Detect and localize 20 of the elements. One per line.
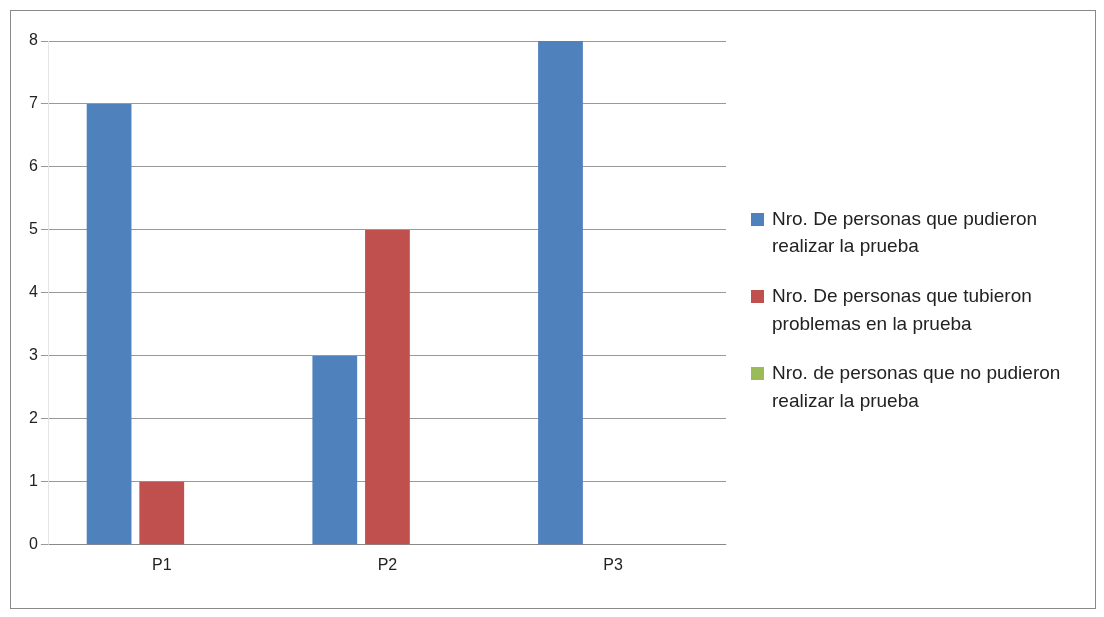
- y-tick-label: 2: [28, 409, 38, 427]
- y-tick-label: 4: [28, 283, 38, 301]
- y-tick-label: 5: [28, 220, 38, 238]
- y-tick-label: 8: [28, 31, 38, 49]
- bar: [139, 481, 185, 545]
- x-tick-label: P3: [603, 555, 624, 573]
- y-tick-label: 1: [28, 472, 38, 490]
- bar: [312, 355, 358, 545]
- legend-label: Nro. De personas que tubieron problemas en la prueba: [772, 283, 1033, 336]
- legend-label: Nro. de personas que no pudieron realizar la prueba: [772, 361, 1062, 413]
- y-tick-label: 6: [28, 157, 38, 175]
- bar: [365, 229, 410, 545]
- bar: [538, 41, 583, 545]
- x-tick-label: P1: [151, 555, 172, 573]
- y-tick-label: 7: [28, 94, 38, 112]
- legend-label: Nro. De personas que pudieron realizar la prueba: [772, 206, 1039, 259]
- x-tick-label: P2: [377, 555, 398, 573]
- y-tick-label: 0: [28, 535, 38, 553]
- bar: [86, 103, 132, 545]
- y-tick-label: 3: [28, 346, 38, 364]
